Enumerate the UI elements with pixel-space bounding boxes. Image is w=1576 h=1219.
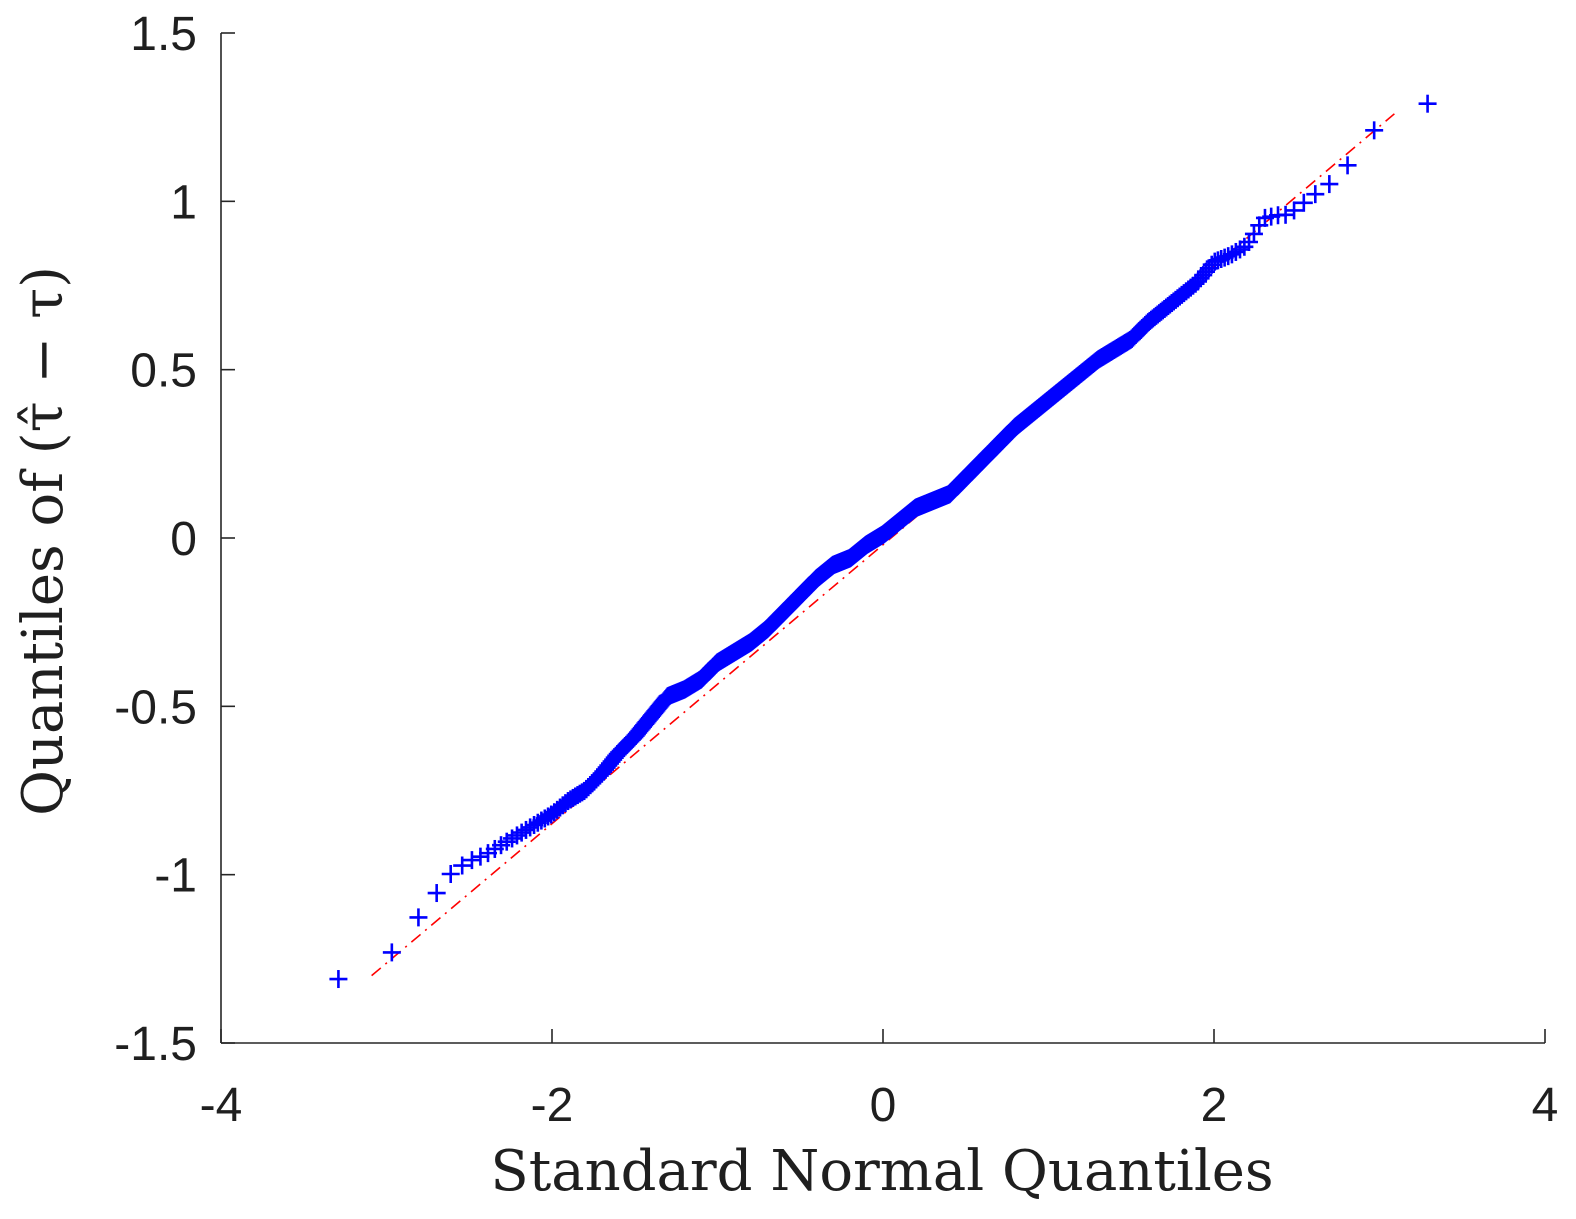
data-point-marker: [441, 865, 460, 884]
data-point-marker: [1285, 201, 1304, 220]
data-point-marker: [1230, 240, 1249, 259]
data-point-marker: [507, 826, 526, 845]
y-tick-label: -1.5: [114, 1018, 197, 1071]
data-point-marker: [1215, 248, 1234, 267]
data-point-marker: [427, 884, 446, 903]
data-markers: [329, 94, 1437, 989]
data-point-marker: [1294, 193, 1313, 212]
data-point-marker: [329, 970, 348, 989]
x-tick-label: 2: [1201, 1079, 1228, 1132]
data-point-marker: [471, 847, 490, 866]
x-tick-label: -4: [200, 1079, 243, 1132]
data-point-marker: [521, 818, 540, 837]
x-tick-label: 4: [1532, 1079, 1559, 1132]
x-tick-label: 0: [870, 1079, 897, 1132]
data-point-marker: [1276, 205, 1295, 224]
data-point-marker: [1338, 156, 1357, 175]
data-point-marker: [1219, 247, 1238, 266]
reference-line-group: [371, 113, 1395, 977]
data-point-marker: [1320, 175, 1339, 194]
x-axis-ticks: -4 -2 0 2 4: [200, 1029, 1559, 1132]
data-point-marker: [525, 816, 544, 835]
y-tick-label: 0: [170, 513, 197, 566]
data-point-marker: [1418, 94, 1437, 113]
x-axis-label: Standard Normal Quantiles: [490, 1139, 1273, 1204]
y-tick-label: 0.5: [130, 345, 197, 398]
y-axis-label: Quantiles of (τ̂ − τ): [11, 266, 76, 816]
data-point-marker: [1306, 185, 1325, 204]
data-point-marker: [382, 943, 401, 962]
data-point-marker: [1365, 121, 1384, 140]
y-tick-label: -0.5: [114, 681, 197, 734]
y-tick-label: -1: [154, 850, 197, 903]
data-point-marker: [453, 856, 472, 875]
reference-line: [371, 113, 1395, 977]
y-tick-label: 1.5: [130, 8, 197, 61]
data-point-marker: [462, 851, 481, 870]
y-tick-label: 1: [170, 176, 197, 229]
y-axis-ticks: -1.5 -1 -0.5 0 0.5 1 1.5: [114, 8, 235, 1071]
x-tick-label: -2: [531, 1079, 574, 1132]
data-point-marker: [409, 908, 428, 927]
